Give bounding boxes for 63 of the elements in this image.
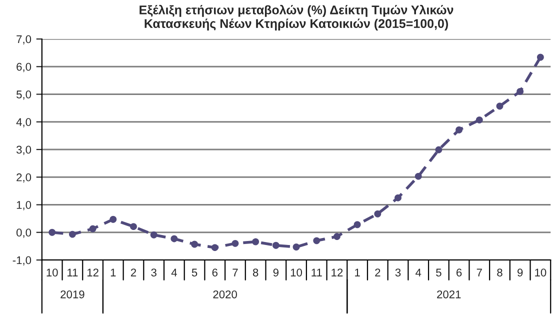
x-tick-label: 6 — [212, 268, 218, 276]
point — [170, 235, 178, 242]
y-tick-label: 6,0 — [16, 62, 32, 72]
x-tick-label: 9 — [273, 268, 278, 276]
point — [435, 146, 442, 154]
x-tick-label: 8 — [497, 268, 502, 276]
y-tick-label: 4,0 — [16, 118, 32, 128]
point — [333, 233, 340, 240]
x-tick-label: 4 — [416, 268, 422, 276]
point — [516, 88, 524, 95]
y-tick-label: 1,0 — [16, 201, 32, 210]
point — [476, 116, 483, 124]
y-tick-label: 5,0 — [16, 90, 32, 100]
point — [252, 238, 260, 246]
point — [68, 230, 76, 238]
x-tick-label: 1 — [355, 268, 360, 276]
x-tick-label: 10 — [290, 268, 302, 276]
x-tick-label: 3 — [151, 268, 156, 276]
x-tick-label: 10 — [46, 268, 58, 276]
x-tick-label: 8 — [252, 268, 258, 276]
x-tick-label: 7 — [476, 268, 482, 276]
point — [48, 228, 56, 236]
x-tick-label: 2 — [375, 268, 380, 276]
y-tick-label: 7,0 — [16, 35, 32, 44]
y-tick-label: 0,0 — [16, 228, 32, 238]
chart-title: Εξέλιξη ετήσιων μεταβολών (%) Δείκτη Τιμών Υλικών Κατασκευής Νέων Κτηρίων Κατοικιών (2015=100,0) — [140, 4, 454, 30]
point — [374, 210, 382, 218]
text: 2019 — [60, 290, 84, 298]
x-tick-label: 9 — [518, 268, 523, 276]
point — [150, 231, 158, 238]
point — [191, 240, 198, 248]
point — [110, 216, 117, 223]
point — [354, 221, 361, 228]
x-tick-label: 5 — [436, 268, 442, 276]
point — [89, 225, 96, 232]
point — [414, 172, 422, 180]
y-tick-label: -1,0 — [12, 256, 32, 266]
point — [211, 244, 218, 252]
x-tick-label: 11 — [312, 268, 322, 276]
x-tick-label: 12 — [87, 268, 98, 276]
x-tick-label: 3 — [395, 268, 401, 276]
point — [272, 242, 280, 249]
point — [313, 237, 320, 244]
point — [536, 54, 544, 61]
x-tick-label: 7 — [232, 268, 238, 276]
x-tick-label: 1 — [110, 268, 116, 276]
x-tick-label: 6 — [456, 268, 462, 276]
point — [394, 194, 402, 202]
point — [232, 240, 239, 247]
text: 2020 — [213, 290, 237, 298]
y-tick-label: 3,0 — [16, 146, 32, 155]
x-tick-label: 2 — [130, 268, 136, 276]
y-tick-label: 2,0 — [16, 173, 32, 183]
point — [292, 244, 300, 250]
x-tick-label: 12 — [332, 268, 343, 276]
point — [496, 102, 504, 110]
x-tick-label: 11 — [68, 268, 78, 276]
x-tick-label: 10 — [535, 268, 546, 276]
point — [456, 126, 463, 134]
point — [130, 223, 137, 230]
x-tick-label: 4 — [171, 268, 177, 276]
x-tick-label: 5 — [192, 268, 198, 276]
text: 2021 — [437, 290, 461, 298]
